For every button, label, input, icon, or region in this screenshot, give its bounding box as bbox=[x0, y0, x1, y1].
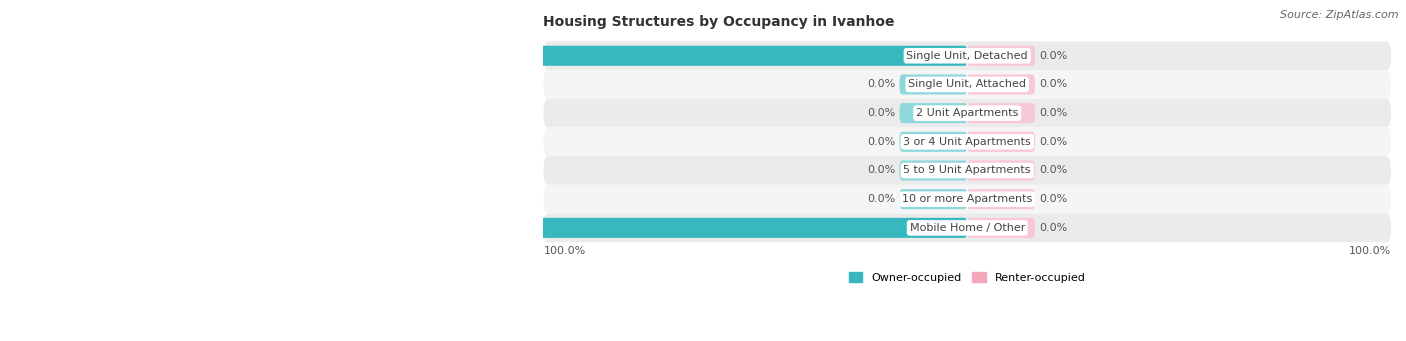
Text: 0.0%: 0.0% bbox=[868, 108, 896, 118]
FancyBboxPatch shape bbox=[544, 128, 1391, 156]
FancyBboxPatch shape bbox=[967, 103, 1035, 123]
FancyBboxPatch shape bbox=[900, 103, 967, 123]
Text: Housing Structures by Occupancy in Ivanhoe: Housing Structures by Occupancy in Ivanh… bbox=[544, 15, 896, 29]
Text: Single Unit, Detached: Single Unit, Detached bbox=[907, 51, 1028, 61]
Text: 100.0%: 100.0% bbox=[544, 246, 586, 256]
Text: 100.0%: 100.0% bbox=[132, 51, 179, 61]
FancyBboxPatch shape bbox=[967, 161, 1035, 180]
FancyBboxPatch shape bbox=[544, 213, 1391, 242]
FancyBboxPatch shape bbox=[900, 74, 967, 94]
FancyBboxPatch shape bbox=[967, 132, 1035, 152]
FancyBboxPatch shape bbox=[120, 46, 967, 66]
Text: 0.0%: 0.0% bbox=[1039, 108, 1067, 118]
FancyBboxPatch shape bbox=[967, 74, 1035, 94]
Text: 0.0%: 0.0% bbox=[1039, 51, 1067, 61]
FancyBboxPatch shape bbox=[544, 156, 1391, 185]
Text: Source: ZipAtlas.com: Source: ZipAtlas.com bbox=[1281, 10, 1399, 20]
Text: 0.0%: 0.0% bbox=[1039, 137, 1067, 147]
FancyBboxPatch shape bbox=[900, 189, 967, 209]
FancyBboxPatch shape bbox=[967, 189, 1035, 209]
Text: 0.0%: 0.0% bbox=[868, 79, 896, 89]
Text: Mobile Home / Other: Mobile Home / Other bbox=[910, 223, 1025, 233]
FancyBboxPatch shape bbox=[544, 185, 1391, 213]
Legend: Owner-occupied, Renter-occupied: Owner-occupied, Renter-occupied bbox=[845, 267, 1090, 287]
Text: Single Unit, Attached: Single Unit, Attached bbox=[908, 79, 1026, 89]
Text: 3 or 4 Unit Apartments: 3 or 4 Unit Apartments bbox=[904, 137, 1031, 147]
Text: 100.0%: 100.0% bbox=[132, 223, 179, 233]
Text: 0.0%: 0.0% bbox=[1039, 223, 1067, 233]
Text: 0.0%: 0.0% bbox=[1039, 194, 1067, 204]
Text: 0.0%: 0.0% bbox=[868, 194, 896, 204]
Text: 0.0%: 0.0% bbox=[868, 165, 896, 176]
FancyBboxPatch shape bbox=[967, 218, 1035, 238]
Text: 0.0%: 0.0% bbox=[1039, 165, 1067, 176]
FancyBboxPatch shape bbox=[900, 161, 967, 180]
Text: 2 Unit Apartments: 2 Unit Apartments bbox=[917, 108, 1018, 118]
FancyBboxPatch shape bbox=[120, 218, 967, 238]
FancyBboxPatch shape bbox=[900, 132, 967, 152]
FancyBboxPatch shape bbox=[544, 99, 1391, 128]
Text: 0.0%: 0.0% bbox=[868, 137, 896, 147]
Text: 5 to 9 Unit Apartments: 5 to 9 Unit Apartments bbox=[904, 165, 1031, 176]
Text: 10 or more Apartments: 10 or more Apartments bbox=[903, 194, 1032, 204]
FancyBboxPatch shape bbox=[967, 46, 1035, 66]
Text: 100.0%: 100.0% bbox=[1348, 246, 1391, 256]
Text: 0.0%: 0.0% bbox=[1039, 79, 1067, 89]
FancyBboxPatch shape bbox=[544, 70, 1391, 99]
FancyBboxPatch shape bbox=[544, 41, 1391, 70]
